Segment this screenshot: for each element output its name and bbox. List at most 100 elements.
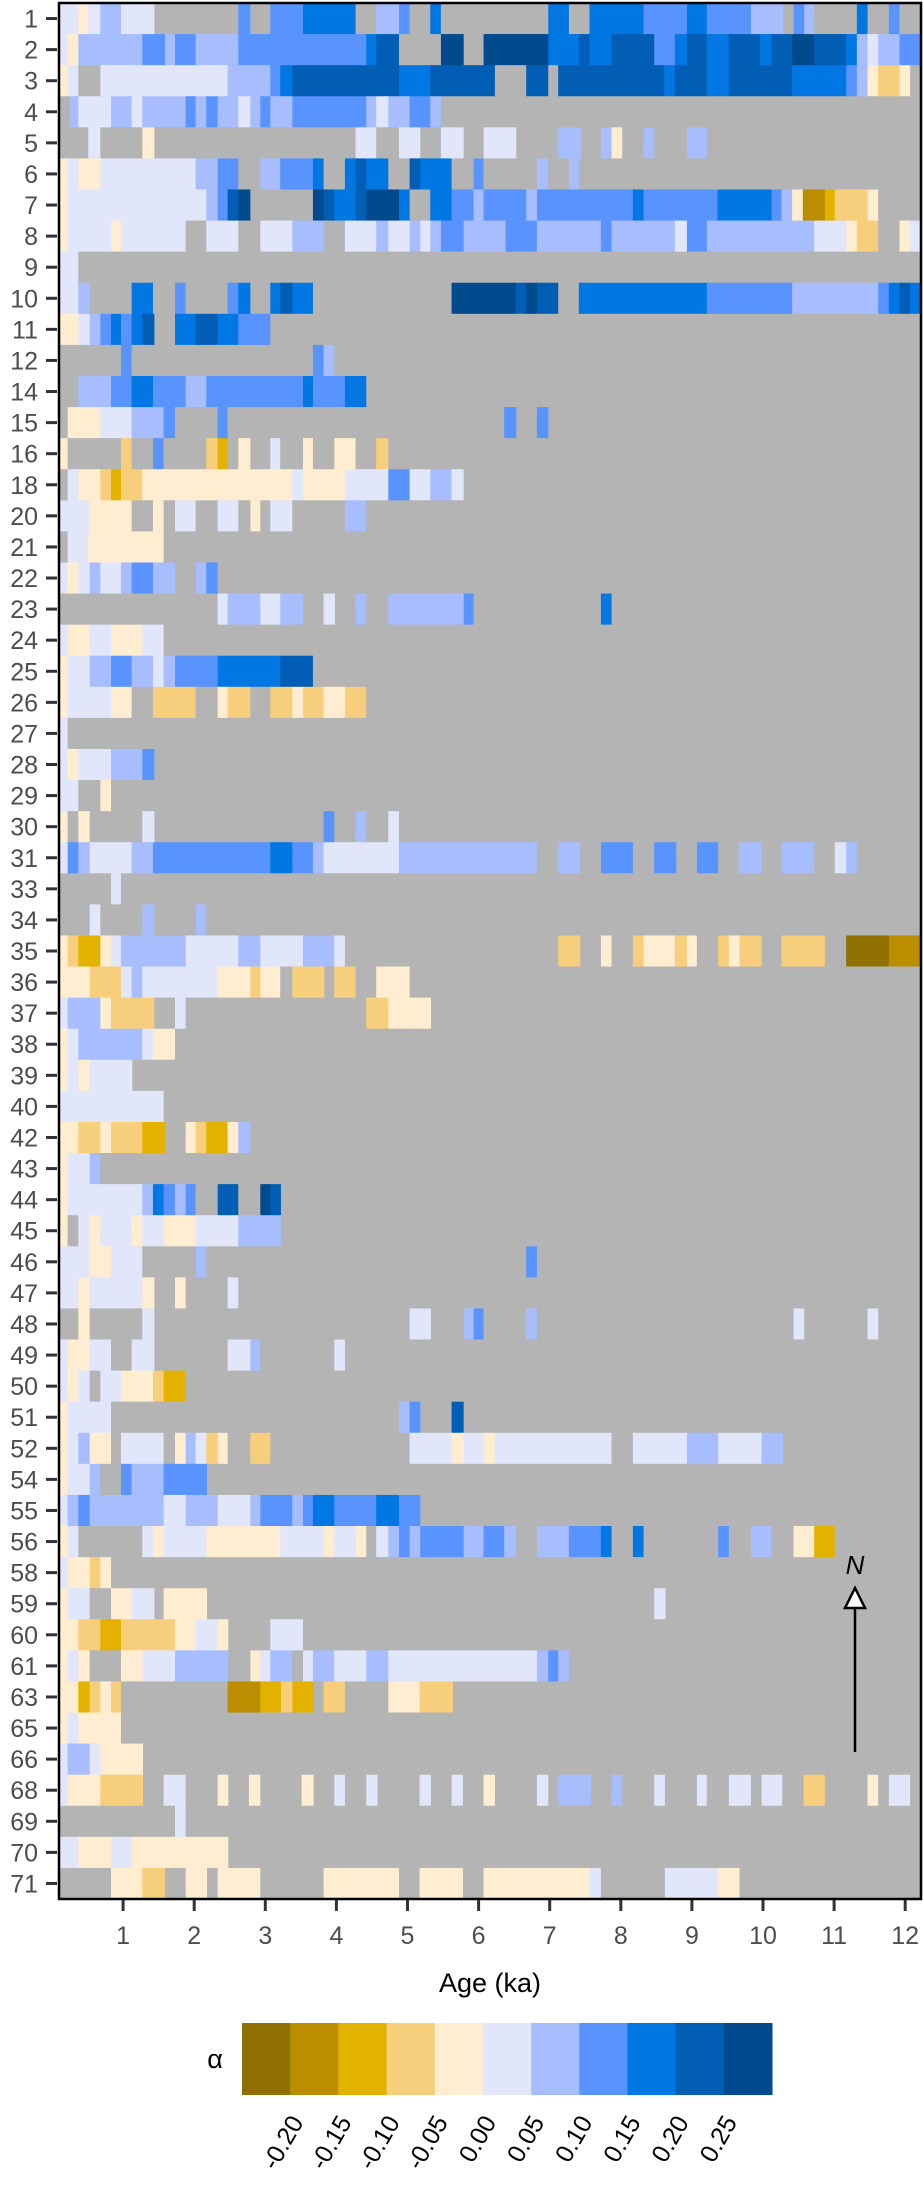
heatmap-cell <box>292 220 325 253</box>
heatmap-cell <box>142 1184 154 1216</box>
heatmap-row-28 <box>59 748 922 781</box>
heatmap-cell <box>154 1277 176 1309</box>
heatmap-cell <box>59 966 91 999</box>
heatmap-cell <box>483 1308 527 1340</box>
heatmap-cell <box>750 1774 762 1807</box>
heatmap-cell <box>250 96 261 128</box>
y-tick-label: 8 <box>24 223 38 251</box>
heatmap-cell <box>89 1370 101 1403</box>
heatmap-cell <box>899 282 911 315</box>
heatmap-cell <box>67 562 79 594</box>
heatmap-row-44 <box>59 1184 922 1216</box>
y-tick-label: 44 <box>10 1187 38 1215</box>
y-tick-label: 4 <box>24 99 38 127</box>
heatmap-cell <box>280 1681 293 1713</box>
heatmap-cell <box>355 3 377 35</box>
legend-swatch <box>482 2023 532 2095</box>
heatmap-row-63 <box>59 1681 922 1713</box>
heatmap-row-14 <box>59 375 922 408</box>
heatmap-cell <box>111 780 922 812</box>
heatmap-cell <box>59 1650 69 1682</box>
heatmap-cell <box>195 500 219 532</box>
heatmap-row-15 <box>59 407 922 439</box>
heatmap-cell <box>580 935 602 967</box>
heatmap-row-33 <box>59 873 922 905</box>
heatmap-cell <box>323 686 346 719</box>
heatmap-cell <box>78 1712 122 1744</box>
heatmap-cell <box>355 811 367 843</box>
heatmap-cell <box>59 189 69 221</box>
heatmap-cell <box>706 34 730 66</box>
heatmap-cell <box>217 500 239 532</box>
heatmap-cell <box>409 469 431 501</box>
heatmap-cell <box>536 1308 794 1340</box>
heatmap-cell <box>195 1121 207 1154</box>
heatmap-cell <box>622 1774 655 1807</box>
heatmap-cell <box>280 158 314 190</box>
heatmap-cell <box>355 189 367 221</box>
heatmap-cell <box>611 1526 634 1558</box>
heatmap-cell <box>89 1215 101 1247</box>
heatmap-cell <box>643 3 688 35</box>
heatmap-cell <box>270 1184 282 1216</box>
y-tick-label: 68 <box>10 1777 38 1805</box>
heatmap-cell <box>260 220 293 253</box>
heatmap-cell <box>611 1774 623 1807</box>
heatmap-cell <box>59 1308 79 1340</box>
heatmap-cell <box>59 220 69 253</box>
heatmap-cell <box>131 96 143 128</box>
heatmap-cell <box>131 842 154 874</box>
y-tick-label: 36 <box>10 969 38 997</box>
heatmap-cell <box>89 966 122 999</box>
heatmap-cell <box>152 1028 176 1061</box>
y-tick-label: 50 <box>10 1373 38 1401</box>
heatmap-cell <box>131 500 154 532</box>
heatmap-cell <box>100 65 229 97</box>
heatmap-cell <box>430 1774 452 1807</box>
heatmap-cell <box>67 748 79 781</box>
heatmap-cell <box>366 1526 377 1558</box>
heatmap-cell <box>430 96 442 128</box>
heatmap-cell <box>409 220 421 253</box>
heatmap-cell <box>67 1184 143 1216</box>
heatmap-cell <box>228 1619 271 1651</box>
heatmap-cell <box>78 1494 91 1527</box>
heatmap-cell <box>451 189 475 221</box>
heatmap-cell <box>355 1526 367 1558</box>
heatmap-cell <box>67 1463 91 1496</box>
heatmap-cell <box>398 1867 420 1900</box>
heatmap-row-48 <box>59 1308 922 1340</box>
heatmap-cell <box>674 220 688 253</box>
heatmap-cell <box>718 1432 762 1465</box>
heatmap-cell <box>463 34 484 66</box>
heatmap-cell <box>302 3 356 35</box>
heatmap-cell <box>59 935 69 967</box>
heatmap-cell <box>409 189 431 221</box>
heatmap-cell <box>388 1681 420 1713</box>
heatmap-cell <box>175 562 197 594</box>
heatmap-cell <box>78 1526 143 1558</box>
heatmap-cell <box>163 1370 187 1403</box>
heatmap-cell <box>558 935 581 967</box>
heatmap-cell <box>834 842 847 874</box>
heatmap-cell <box>89 1153 101 1185</box>
heatmap-cell <box>69 96 79 128</box>
heatmap-cell <box>238 3 251 35</box>
heatmap-cell <box>59 407 69 439</box>
heatmap-cell <box>217 1774 229 1807</box>
heatmap-cell <box>878 65 900 97</box>
heatmap-cell <box>334 1339 346 1372</box>
heatmap-cell <box>344 375 367 408</box>
heatmap-cell <box>834 1526 922 1558</box>
heatmap-cell <box>706 220 815 253</box>
heatmap-cell <box>238 313 271 346</box>
heatmap-cell <box>206 904 922 936</box>
heatmap-cell <box>260 966 281 999</box>
heatmap-cell <box>483 1432 496 1465</box>
heatmap-cell <box>430 3 442 35</box>
heatmap-cell <box>760 34 772 66</box>
heatmap-cell <box>111 1432 122 1465</box>
y-tick-label: 60 <box>10 1622 38 1650</box>
heatmap-cell <box>59 344 122 377</box>
heatmap-cell <box>132 1059 922 1092</box>
